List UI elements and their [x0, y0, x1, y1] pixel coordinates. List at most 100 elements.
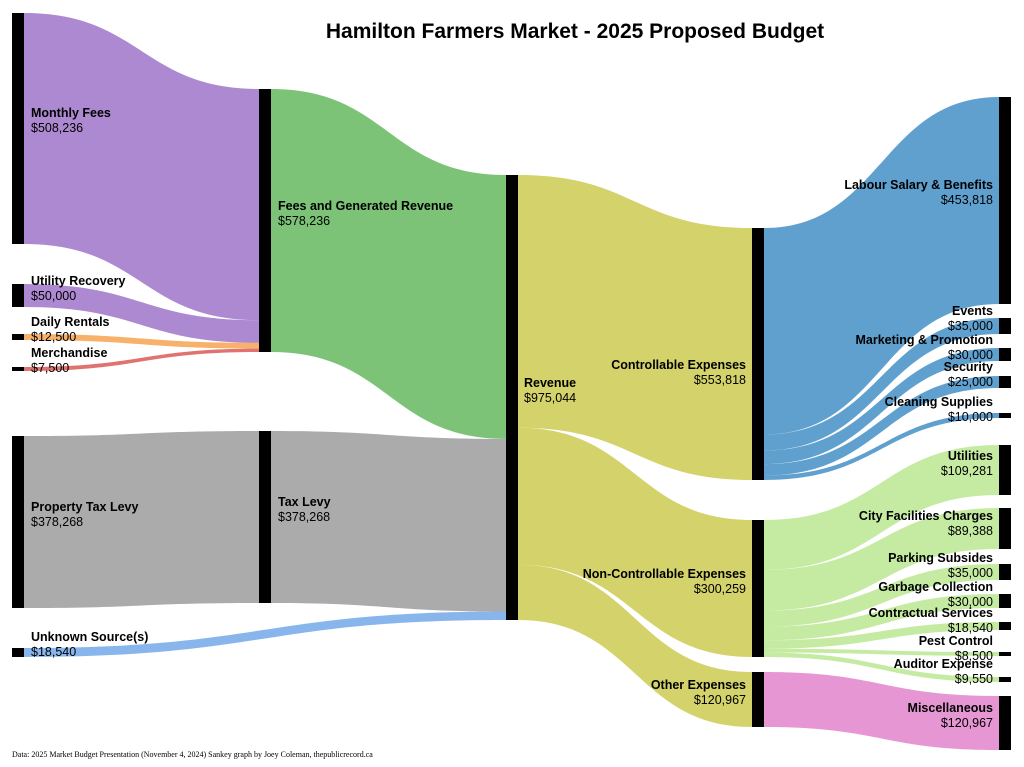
- node-label-fees-generated: Fees and Generated Revenue: [278, 199, 453, 213]
- node-bar-auditor: [999, 677, 1011, 682]
- node-bar-cleaning: [999, 413, 1011, 418]
- node-label-auditor: Auditor Expense: [894, 657, 993, 671]
- flow-daily_rentals-to-fees_generated: [24, 334, 259, 349]
- node-label-marketing: Marketing & Promotion: [855, 333, 993, 347]
- flow-tax_levy-to-revenue: [271, 431, 506, 612]
- node-value-tax-levy: $378,268: [278, 510, 330, 524]
- node-value-auditor: $9,550: [955, 672, 993, 686]
- node-label-events: Events: [952, 304, 993, 318]
- chart-title: Hamilton Farmers Market - 2025 Proposed …: [326, 20, 824, 43]
- flow-nodes: [12, 13, 1011, 750]
- node-value-other-expenses: $120,967: [694, 693, 746, 707]
- flow-non_controllable-to-city_facilities: [764, 508, 999, 611]
- node-value-pest-control: $8,500: [955, 649, 993, 663]
- flow-controllable-to-security: [764, 376, 999, 476]
- flow-monthly_fees-to-fees_generated: [24, 13, 259, 321]
- node-value-events: $35,000: [948, 319, 993, 333]
- flow-merchandise-to-fees_generated: [24, 348, 259, 371]
- flow-links: [24, 13, 999, 750]
- node-bar-unknown-sources: [12, 648, 24, 657]
- node-bar-marketing: [999, 348, 1011, 361]
- node-label-parking: Parking Subsides: [888, 551, 993, 565]
- node-bar-merchandise: [12, 367, 24, 371]
- source-note: Data: 2025 Market Budget Presentation (N…: [12, 750, 373, 759]
- flow-non_controllable-to-parking: [764, 564, 999, 627]
- node-label-security: Security: [944, 360, 993, 374]
- node-bar-garbage: [999, 594, 1011, 608]
- node-label-other-expenses: Other Expenses: [651, 678, 746, 692]
- flow-fees_generated-to-revenue: [271, 89, 506, 439]
- node-bar-utilities: [999, 445, 1011, 495]
- node-bar-daily-rentals: [12, 334, 24, 340]
- node-value-revenue: $975,044: [524, 391, 576, 405]
- flow-non_controllable-to-utilities: [764, 445, 999, 570]
- node-value-daily-rentals: $12,500: [31, 330, 76, 344]
- node-bar-revenue: [506, 175, 518, 620]
- node-label-property-tax-levy: Property Tax Levy: [31, 500, 139, 514]
- node-bar-non-controllable: [752, 520, 764, 657]
- node-value-garbage: $30,000: [948, 595, 993, 609]
- node-value-parking: $35,000: [948, 566, 993, 580]
- flow-non_controllable-to-pest_control: [764, 648, 999, 656]
- node-label-cleaning: Cleaning Supplies: [885, 395, 993, 409]
- node-value-miscellaneous: $120,967: [941, 716, 993, 730]
- node-value-merchandise: $7,500: [31, 361, 69, 375]
- node-bar-pest-control: [999, 652, 1011, 656]
- node-bar-events: [999, 318, 1011, 334]
- node-bar-contractual: [999, 622, 1011, 630]
- node-label-controllable: Controllable Expenses: [611, 358, 746, 372]
- node-label-pest-control: Pest Control: [919, 634, 993, 648]
- node-bar-city-facilities: [999, 508, 1011, 549]
- node-label-tax-levy: Tax Levy: [278, 495, 331, 509]
- node-label-unknown-sources: Unknown Source(s): [31, 630, 148, 644]
- node-label-monthly-fees: Monthly Fees: [31, 106, 111, 120]
- flow-controllable-to-events: [764, 318, 999, 451]
- node-value-monthly-fees: $508,236: [31, 121, 83, 135]
- node-bar-property-tax-levy: [12, 436, 24, 608]
- node-label-merchandise: Merchandise: [31, 346, 107, 360]
- node-label-non-controllable: Non-Controllable Expenses: [583, 567, 746, 581]
- node-bar-parking: [999, 564, 1011, 580]
- flow-property_tax_levy-to-tax_levy: [24, 431, 259, 608]
- flow-revenue-to-controllable: [518, 175, 752, 480]
- flow-revenue-to-other_expenses: [518, 564, 752, 727]
- node-value-non-controllable: $300,259: [694, 582, 746, 596]
- flow-other_expenses-to-miscellaneous: [764, 672, 999, 750]
- flow-unknown_sources-to-revenue: [24, 611, 506, 657]
- node-bar-utility-recovery: [12, 284, 24, 307]
- flow-controllable-to-labour: [764, 97, 999, 435]
- flow-controllable-to-marketing: [764, 348, 999, 465]
- flow-controllable-to-cleaning: [764, 413, 999, 480]
- node-bar-security: [999, 376, 1011, 388]
- node-bar-miscellaneous: [999, 696, 1011, 750]
- node-bar-other-expenses: [752, 672, 764, 727]
- node-value-property-tax-levy: $378,268: [31, 515, 83, 529]
- node-labels: Monthly Fees$508,236 Utility Recovery$50,…: [31, 106, 993, 730]
- node-bar-fees-generated: [259, 89, 271, 352]
- node-label-daily-rentals: Daily Rentals: [31, 315, 110, 329]
- node-bar-monthly-fees: [12, 13, 24, 244]
- node-value-city-facilities: $89,388: [948, 524, 993, 538]
- node-label-utility-recovery: Utility Recovery: [31, 274, 126, 288]
- flow-non_controllable-to-garbage: [764, 594, 999, 641]
- node-value-marketing: $30,000: [948, 348, 993, 362]
- node-value-security: $25,000: [948, 375, 993, 389]
- node-label-utilities: Utilities: [948, 449, 993, 463]
- node-label-labour: Labour Salary & Benefits: [844, 178, 993, 192]
- node-value-contractual: $18,540: [948, 621, 993, 635]
- node-bar-labour: [999, 97, 1011, 304]
- node-value-labour: $453,818: [941, 193, 993, 207]
- node-bar-tax-levy: [259, 431, 271, 603]
- flow-revenue-to-non_controllable: [518, 427, 752, 657]
- flow-non_controllable-to-contractual: [764, 622, 999, 649]
- node-value-controllable: $553,818: [694, 373, 746, 387]
- node-label-city-facilities: City Facilities Charges: [859, 509, 993, 523]
- node-value-utilities: $109,281: [941, 464, 993, 478]
- node-label-contractual: Contractual Services: [869, 606, 993, 620]
- node-label-miscellaneous: Miscellaneous: [908, 701, 993, 715]
- node-value-unknown-sources: $18,540: [31, 645, 76, 659]
- node-label-revenue: Revenue: [524, 376, 576, 390]
- flow-non_controllable-to-auditor: [764, 652, 999, 682]
